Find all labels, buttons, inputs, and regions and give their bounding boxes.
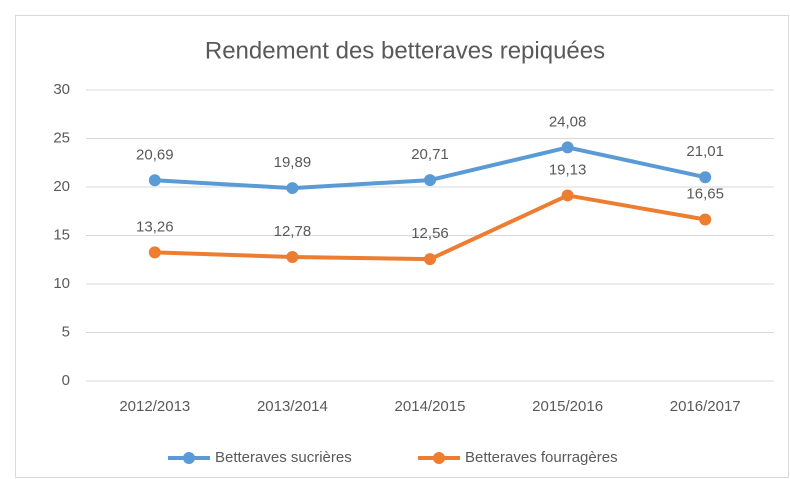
data-point xyxy=(699,213,712,226)
y-tick-label: 30 xyxy=(53,81,70,98)
data-point xyxy=(424,174,436,187)
legend-label: Betteraves sucrières xyxy=(215,449,352,466)
x-tick-label: 2014/2015 xyxy=(395,398,466,415)
data-point xyxy=(424,253,436,266)
data-label: 24,08 xyxy=(549,113,587,130)
data-label: 20,71 xyxy=(411,146,449,163)
data-point xyxy=(286,251,299,264)
chart-title: Rendement des betteraves repiquées xyxy=(205,37,605,64)
x-tick-label: 2013/2014 xyxy=(257,398,328,415)
data-point xyxy=(561,189,574,202)
x-tick-label: 2015/2016 xyxy=(532,398,603,415)
data-label: 16,65 xyxy=(686,185,724,202)
y-tick-label: 5 xyxy=(62,323,70,340)
legend-marker xyxy=(183,452,195,464)
data-label: 12,78 xyxy=(274,223,312,240)
y-tick-label: 10 xyxy=(53,275,70,292)
data-point xyxy=(148,174,161,187)
y-tick-label: 15 xyxy=(53,226,70,243)
x-tick-label: 2012/2013 xyxy=(119,398,190,415)
data-label: 13,26 xyxy=(136,218,174,235)
legend-marker xyxy=(433,452,445,464)
data-label: 19,13 xyxy=(549,161,587,178)
y-tick-label: 20 xyxy=(53,178,70,195)
x-tick-label: 2016/2017 xyxy=(670,398,741,415)
data-label: 19,89 xyxy=(274,154,312,171)
data-point xyxy=(286,182,299,195)
data-point xyxy=(561,141,574,154)
data-point xyxy=(148,246,161,259)
data-label: 12,56 xyxy=(411,225,449,242)
data-label: 21,01 xyxy=(686,143,724,160)
chart-frame xyxy=(15,15,789,478)
y-tick-label: 0 xyxy=(62,372,70,389)
y-tick-label: 25 xyxy=(53,129,70,146)
legend-label: Betteraves fourragères xyxy=(465,449,618,466)
data-label: 20,69 xyxy=(136,146,174,163)
data-point xyxy=(699,171,712,184)
